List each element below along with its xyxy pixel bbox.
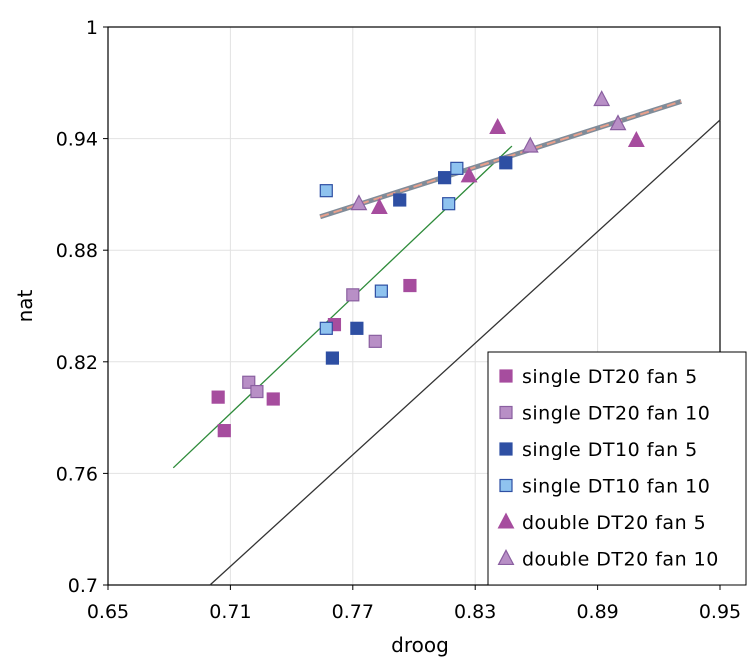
x-tick-label: 0.71 (209, 601, 251, 623)
legend-label: single DT20 fan 5 (522, 366, 698, 388)
y-tick-label: 1 (86, 17, 98, 39)
data-point (217, 424, 231, 438)
data-point (266, 392, 280, 406)
legend-marker (499, 405, 513, 420)
y-tick-label: 0.82 (56, 352, 98, 374)
legend: single DT20 fan 5 single DT20 fan 10 singl… (487, 351, 747, 586)
legend-label: single DT10 fan 10 (522, 476, 710, 498)
legend-label: double DT20 fan 10 (522, 549, 719, 571)
legend-marker (499, 478, 513, 493)
data-point (442, 197, 456, 211)
legend-marker (497, 512, 515, 529)
x-tick-label: 0.83 (454, 601, 496, 623)
trend-line (172, 145, 513, 469)
legend-marker (499, 369, 513, 383)
x-tick-label: 0.77 (332, 601, 374, 623)
data-point (211, 390, 225, 404)
legend-box (487, 351, 747, 586)
x-axis-ticks: 0.65 0.71 0.77 0.83 0.89 0.95 (87, 585, 741, 623)
data-point (521, 136, 539, 153)
x-tick-label: 0.65 (87, 601, 129, 623)
data-point (325, 351, 339, 365)
data-point (460, 166, 478, 183)
legend-marker (497, 549, 515, 566)
data-point (450, 161, 464, 175)
y-axis-title: nat (13, 289, 37, 322)
data-point (319, 184, 333, 198)
data-point (319, 321, 333, 335)
data-point (438, 171, 452, 185)
data-point (489, 117, 507, 134)
plot-area (107, 26, 721, 586)
legend-label: double DT20 fan 5 (522, 512, 706, 534)
x-axis-title: droog (391, 633, 449, 657)
data-point (350, 194, 368, 211)
y-tick-label: 0.94 (56, 129, 98, 151)
data-point (350, 321, 364, 335)
legend-label: single DT10 fan 5 (522, 439, 698, 461)
legend-label: single DT20 fan 10 (522, 403, 710, 425)
data-point (627, 130, 645, 147)
trend-line (209, 119, 721, 586)
data-point (370, 197, 388, 214)
data-point (346, 288, 360, 302)
y-tick-label: 0.76 (56, 463, 98, 485)
data-point (403, 278, 417, 293)
x-tick-label: 0.95 (699, 601, 741, 623)
data-point (393, 193, 407, 207)
y-tick-label: 0.88 (56, 240, 98, 262)
data-points (211, 90, 645, 438)
data-point (374, 284, 388, 298)
data-point (368, 334, 382, 348)
x-tick-label: 0.89 (576, 601, 618, 623)
y-tick-label: 0.7 (68, 575, 98, 597)
y-axis-ticks: 0.7 0.76 0.82 0.88 0.94 1 (56, 17, 108, 597)
data-point (499, 156, 513, 170)
data-point (593, 90, 611, 107)
data-point (250, 384, 264, 399)
data-point (609, 114, 627, 131)
legend-marker (499, 442, 513, 456)
